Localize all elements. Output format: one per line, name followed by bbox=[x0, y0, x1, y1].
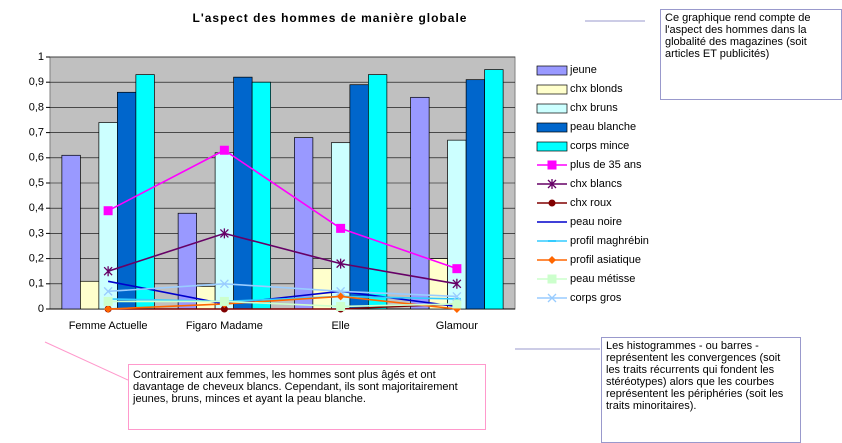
marker bbox=[219, 296, 229, 306]
y-tick-label: 0,4 bbox=[29, 202, 44, 214]
marker bbox=[103, 296, 113, 306]
marker bbox=[452, 291, 462, 301]
legend-swatch bbox=[536, 84, 568, 95]
annotation: Ce graphique rend compte de l'aspect des… bbox=[660, 9, 842, 100]
legend-label: profil asiatique bbox=[570, 254, 641, 266]
annotation: Les histogrammes - ou barres - représent… bbox=[601, 337, 801, 443]
connector bbox=[44, 341, 129, 381]
y-tick-label: 1 bbox=[38, 51, 44, 63]
marker bbox=[104, 305, 113, 313]
legend-label: chx blancs bbox=[570, 178, 622, 190]
y-tick-label: 0,6 bbox=[29, 152, 44, 164]
marker bbox=[547, 160, 557, 170]
legend-label: peau noire bbox=[570, 216, 622, 228]
marker bbox=[548, 256, 556, 264]
bar bbox=[177, 212, 197, 310]
bar bbox=[233, 76, 253, 310]
legend-swatch bbox=[536, 103, 568, 114]
marker bbox=[547, 179, 557, 189]
bar bbox=[465, 79, 485, 310]
bar bbox=[98, 122, 118, 310]
y-tick-label: 0,5 bbox=[29, 177, 44, 189]
bar bbox=[410, 96, 430, 310]
legend-swatch bbox=[536, 122, 568, 133]
marker bbox=[547, 274, 557, 284]
bar bbox=[312, 268, 332, 310]
bar bbox=[80, 280, 100, 310]
x-tick-label: Figaro Madame bbox=[186, 320, 263, 332]
legend-label: profil maghrébin bbox=[570, 235, 649, 247]
legend-label: chx roux bbox=[570, 197, 612, 209]
marker bbox=[336, 223, 346, 233]
marker bbox=[219, 228, 229, 239]
legend-label: jeune bbox=[569, 64, 597, 76]
marker bbox=[219, 279, 229, 289]
marker bbox=[220, 305, 228, 313]
chart-title: L'aspect des hommes de manière globale bbox=[193, 11, 468, 25]
legend-swatch bbox=[536, 65, 568, 76]
x-tick-label: Glamour bbox=[436, 320, 479, 332]
bar bbox=[484, 69, 504, 310]
y-tick-label: 0,9 bbox=[29, 76, 44, 88]
marker bbox=[336, 301, 346, 311]
y-tick-label: 0 bbox=[38, 303, 44, 315]
bar bbox=[428, 258, 448, 310]
legend-label: peau blanche bbox=[570, 121, 636, 133]
line bbox=[108, 295, 457, 310]
y-tick-label: 0,1 bbox=[29, 278, 44, 290]
bar bbox=[294, 137, 314, 310]
marker bbox=[452, 264, 462, 274]
line bbox=[108, 303, 457, 310]
marker bbox=[103, 286, 113, 296]
marker bbox=[219, 145, 229, 155]
marker bbox=[548, 199, 556, 207]
bar bbox=[251, 81, 271, 310]
line bbox=[107, 280, 457, 308]
marker bbox=[103, 206, 113, 216]
line bbox=[108, 295, 457, 303]
line bbox=[107, 232, 458, 285]
line bbox=[108, 282, 457, 298]
y-tick-label: 0,3 bbox=[29, 227, 44, 239]
marker bbox=[547, 293, 557, 303]
legend-label: chx bruns bbox=[570, 102, 618, 114]
legend-label: plus de 35 ans bbox=[570, 159, 642, 171]
marker bbox=[452, 299, 462, 309]
legend-label: corps mince bbox=[570, 140, 629, 152]
line bbox=[108, 300, 457, 308]
legend-label: peau métisse bbox=[570, 273, 635, 285]
y-tick-label: 0,2 bbox=[29, 253, 44, 265]
legend-swatch bbox=[536, 141, 568, 152]
marker bbox=[336, 292, 345, 301]
y-tick-label: 0,8 bbox=[29, 101, 44, 113]
y-tick-label: 0,7 bbox=[29, 127, 44, 139]
bar bbox=[368, 74, 388, 310]
marker bbox=[336, 258, 346, 269]
legend-label: chx blonds bbox=[570, 83, 623, 95]
x-tick-label: Femme Actuelle bbox=[69, 320, 148, 332]
bar bbox=[61, 154, 81, 310]
x-tick-label: Elle bbox=[331, 320, 349, 332]
marker bbox=[103, 266, 113, 277]
marker bbox=[336, 286, 346, 296]
legend-label: corps gros bbox=[570, 292, 622, 304]
bar bbox=[349, 84, 369, 310]
line bbox=[107, 149, 458, 270]
annotation: Contrairement aux femmes, les hommes son… bbox=[128, 364, 486, 430]
marker bbox=[452, 278, 462, 289]
